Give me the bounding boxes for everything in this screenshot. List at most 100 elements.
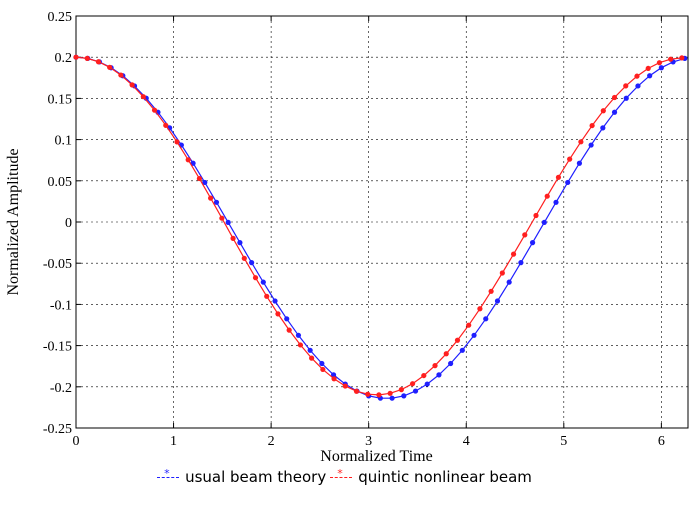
legend: * usual beam theory * quintic nonlinear bea… <box>0 467 689 486</box>
data-point <box>237 240 243 246</box>
legend-swatch: * <box>330 467 353 483</box>
data-point <box>658 65 664 71</box>
data-point <box>668 56 674 62</box>
data-point <box>286 327 292 333</box>
data-point <box>387 390 393 396</box>
data-point <box>319 360 325 367</box>
data-point <box>219 215 225 221</box>
data-point <box>623 83 629 89</box>
data-point <box>140 94 146 100</box>
data-point <box>260 279 266 285</box>
grid <box>76 16 689 428</box>
legend-item-2: * quintic nonlinear beam <box>330 467 532 486</box>
data-point <box>297 342 303 348</box>
data-point <box>578 139 584 145</box>
data-point <box>190 160 196 166</box>
data-point <box>645 65 651 72</box>
data-point <box>471 332 477 338</box>
x-tick-label: 2 <box>268 434 275 449</box>
x-tick-label: 3 <box>365 434 372 449</box>
data-point <box>249 260 255 266</box>
y-tick-label: 0.2 <box>55 51 73 66</box>
data-point <box>611 109 618 115</box>
x-tick-label: 1 <box>170 434 177 449</box>
data-point <box>529 240 536 246</box>
data-point <box>634 73 640 79</box>
data-point <box>443 351 449 357</box>
data-point <box>477 306 483 312</box>
axis-ticks: 0 1 2 3 4 5 6 0.25 0.2 0.15 0.1 0.05 0 -0.05 -0.1 -0.15… <box>43 10 665 449</box>
x-tick-label: 0 <box>73 434 80 449</box>
y-tick-label: -0.1 <box>50 298 72 313</box>
data-point <box>635 83 641 89</box>
legend-label: usual beam theory <box>185 468 327 486</box>
data-point <box>510 251 517 257</box>
y-tick-label: -0.2 <box>50 381 72 396</box>
data-point <box>647 73 653 79</box>
data-point <box>107 64 113 70</box>
data-point <box>600 108 606 114</box>
data-point <box>230 235 236 241</box>
y-axis-label: Normalized Amplitude <box>5 148 22 295</box>
data-point <box>432 363 438 369</box>
data-point <box>295 332 302 338</box>
data-point <box>73 54 79 60</box>
data-point <box>424 381 430 387</box>
data-point <box>448 360 454 367</box>
data-point <box>409 381 416 387</box>
data-point <box>412 388 419 394</box>
data-point <box>565 179 571 186</box>
data-point <box>342 383 348 389</box>
data-point <box>309 355 315 361</box>
data-point <box>331 376 337 382</box>
data-point <box>488 288 494 294</box>
data-point <box>576 160 583 166</box>
data-point <box>151 107 158 113</box>
data-point <box>494 298 501 304</box>
data-point <box>163 122 169 128</box>
data-point <box>553 199 559 205</box>
data-point <box>656 60 663 66</box>
data-point <box>320 366 326 373</box>
data-point <box>518 260 524 266</box>
data-point <box>129 82 135 88</box>
series-2 <box>73 54 685 398</box>
data-point <box>353 388 360 394</box>
data-point <box>611 94 618 101</box>
data-point <box>522 232 528 238</box>
y-tick-label: -0.05 <box>43 257 72 272</box>
series-line <box>75 56 685 399</box>
legend-swatch: * <box>157 467 180 483</box>
data-point <box>376 392 382 398</box>
x-tick-label: 4 <box>463 434 470 449</box>
data-point <box>454 337 461 343</box>
data-point <box>589 122 595 129</box>
data-point <box>459 347 465 353</box>
legend-item-1: * usual beam theory <box>157 467 327 486</box>
data-point <box>307 347 313 353</box>
x-tick-label: 6 <box>658 434 665 449</box>
data-point <box>499 270 505 276</box>
y-tick-label: -0.15 <box>43 340 72 355</box>
y-tick-label: 0.25 <box>48 10 73 25</box>
data-point <box>202 179 208 186</box>
data-point <box>196 175 203 182</box>
x-tick-label: 5 <box>560 434 567 449</box>
data-point <box>208 195 214 201</box>
data-point <box>118 72 124 78</box>
data-point <box>588 142 594 148</box>
data-point <box>506 279 512 285</box>
data-point <box>284 316 290 322</box>
data-point <box>567 156 573 162</box>
data-point <box>544 193 550 199</box>
data-point <box>95 59 102 65</box>
data-point <box>466 322 472 328</box>
legend-label: quintic nonlinear beam <box>358 468 532 486</box>
data-point <box>600 125 606 131</box>
y-tick-label: 0.05 <box>48 175 73 190</box>
y-tick-label: 0.1 <box>55 134 73 149</box>
y-tick-label: 0 <box>65 216 72 231</box>
data-point <box>330 372 337 378</box>
data-point <box>483 316 489 322</box>
data-point <box>84 55 90 61</box>
